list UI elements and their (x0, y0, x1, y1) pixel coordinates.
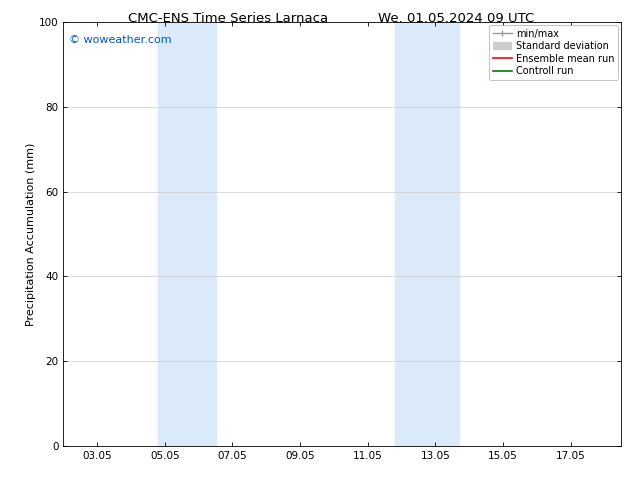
Text: © woweather.com: © woweather.com (69, 35, 172, 45)
Text: CMC-ENS Time Series Larnaca: CMC-ENS Time Series Larnaca (128, 12, 328, 25)
Legend: min/max, Standard deviation, Ensemble mean run, Controll run: min/max, Standard deviation, Ensemble me… (489, 25, 618, 80)
Bar (158, 22, 216, 446)
Bar (395, 22, 459, 446)
Text: We. 01.05.2024 09 UTC: We. 01.05.2024 09 UTC (378, 12, 534, 25)
Y-axis label: Precipitation Accumulation (mm): Precipitation Accumulation (mm) (26, 142, 36, 326)
